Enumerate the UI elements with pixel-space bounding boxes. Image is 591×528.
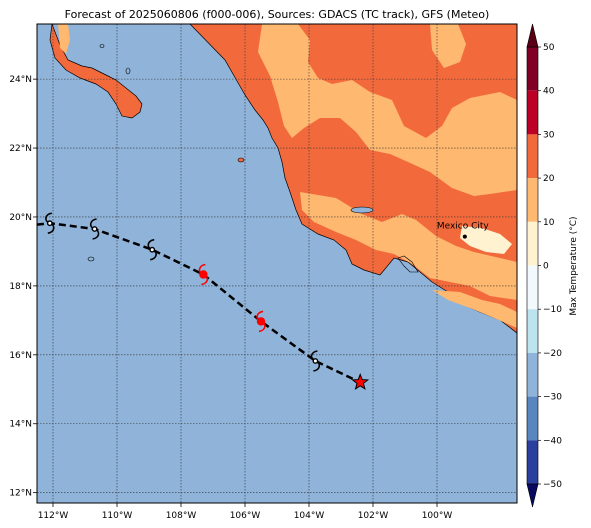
colorbar-tick-label: −10 [543, 305, 562, 315]
colorbar-band [527, 396, 538, 441]
colorbar-band [527, 178, 538, 222]
lon-tick-label: 108°W [166, 511, 197, 521]
mild-zone-central [300, 192, 517, 300]
cool-zone [460, 226, 512, 254]
lake-small [397, 255, 419, 273]
lake-chapala [350, 206, 374, 214]
lat-tick-label: 14°N [9, 420, 32, 430]
lon-tick-label: 104°W [294, 511, 325, 521]
mild-zone-south [432, 290, 517, 328]
gridlines [37, 24, 517, 503]
colorbar-extend-max [526, 23, 539, 48]
mild-zone-baja [58, 24, 70, 54]
lat-tick-label: 12°N [9, 489, 32, 499]
colorbar-tick-label: −20 [543, 349, 562, 359]
lat-tick-label: 16°N [9, 351, 32, 361]
map-title: Forecast of 2025060806 (f000-006), Sourc… [64, 8, 490, 21]
colorbar-tick-label: −40 [543, 436, 562, 446]
city-label: Mexico City [437, 222, 490, 232]
hurricane-icon [198, 263, 209, 286]
colorbar-tick-label: 40 [543, 87, 555, 97]
colorbar-label: Max Temperature (°C) [569, 216, 579, 315]
colorbar-band [527, 352, 538, 397]
city-marker [462, 234, 467, 239]
lat-tick-label: 20°N [9, 213, 32, 223]
tropical-storm-icon [147, 238, 157, 261]
colorbar-band [527, 90, 538, 135]
colorbar: 50 40 30 20 10 0 −10 −20 −30 −40 −50 Max Temperatu… [526, 23, 579, 508]
map-frame [36, 23, 518, 504]
map-area: Mexico City [37, 24, 517, 503]
track-line [37, 221, 361, 384]
colorbar-band [527, 47, 538, 91]
colorbar-band [527, 134, 538, 179]
lon-tick-label: 106°W [230, 511, 261, 521]
colorbar-tick-label: −50 [543, 480, 562, 490]
tropical-storm-icon [310, 350, 321, 372]
lon-tick-label: 100°W [422, 511, 453, 521]
colorbar-band [527, 309, 538, 353]
colorbar-tick-label: 20 [543, 174, 555, 184]
tropical-storm-icon [89, 218, 100, 240]
lat-tick-label: 18°N [9, 282, 32, 292]
baja-landmass [49, 24, 143, 119]
lon-tick-label: 110°W [102, 511, 133, 521]
tropical-storm-icon [45, 212, 55, 234]
colorbar-band [527, 221, 538, 266]
island-baja-b [125, 67, 131, 75]
lat-tick-label: 24°N [9, 75, 32, 85]
mild-zone-north [258, 24, 517, 196]
current-position-star-icon [351, 373, 370, 391]
colorbar-extend-min [526, 483, 539, 508]
lat-tick-label: 22°N [9, 144, 32, 154]
axis-ticks: 112°W 110°W 108°W 106°W 104°W 102°W 100°W 24°N 2… [9, 75, 452, 521]
lon-tick-label: 102°W [358, 511, 389, 521]
colorbar-tick-label: 50 [543, 43, 555, 53]
colorbar-band [527, 440, 538, 484]
lon-tick-label: 112°W [38, 511, 69, 521]
colorbar-tick-label: 0 [543, 262, 549, 272]
mild-zone-upper [430, 24, 466, 68]
island-tres-marias [237, 157, 245, 163]
colorbar-band [527, 265, 538, 310]
hurricane-icon [256, 310, 266, 333]
colorbar-tick-label: 10 [543, 218, 555, 228]
colorbar-tick-label: −30 [543, 393, 562, 403]
island-socorro [87, 256, 95, 262]
island-baja-a [99, 44, 105, 48]
colorbar-tick-label: 30 [543, 130, 555, 140]
